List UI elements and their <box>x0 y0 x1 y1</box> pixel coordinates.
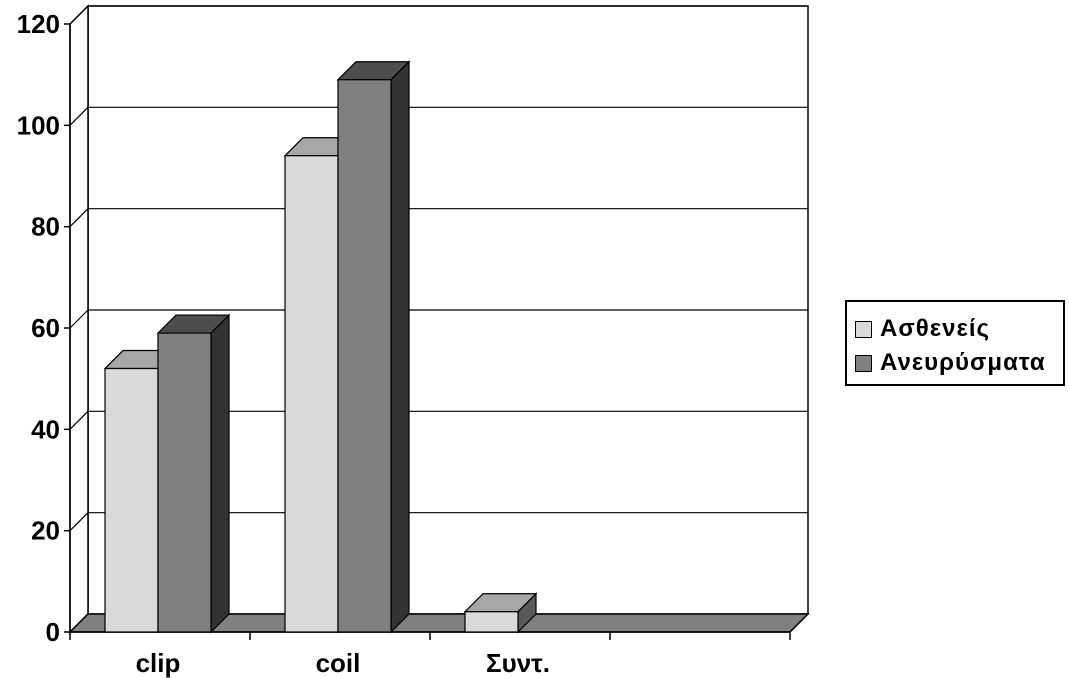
gridline-side <box>69 208 89 228</box>
bar <box>337 79 392 633</box>
gridline-side <box>69 512 89 532</box>
bar-side <box>210 313 230 634</box>
legend: Ασθενείς Ανευρύσματα <box>845 300 1065 386</box>
y-tick-label: 80 <box>31 212 60 242</box>
y-tick-label: 100 <box>17 110 60 140</box>
legend-swatch-series-2 <box>855 354 872 372</box>
legend-label-series-2: Ανευρύσματα <box>880 349 1046 376</box>
gridline-side <box>69 309 89 329</box>
bar <box>464 611 519 633</box>
x-category-label: clip <box>136 648 181 678</box>
y-tick-label: 20 <box>31 516 60 546</box>
bar <box>157 332 212 633</box>
bar-side <box>390 60 410 634</box>
legend-item-series-1: Ασθενείς <box>855 312 990 346</box>
gridline-side <box>69 410 89 430</box>
x-category-label: Συντ. <box>486 648 550 678</box>
bar <box>284 155 339 633</box>
legend-item-series-2: Ανευρύσματα <box>855 346 1046 380</box>
x-category-label: coil <box>316 648 361 678</box>
y-tick-label: 120 <box>17 9 60 39</box>
gridline-side <box>69 106 89 126</box>
y-tick-label: 60 <box>31 313 60 343</box>
gridline-side <box>69 5 89 25</box>
legend-label-series-1: Ασθενείς <box>880 315 990 342</box>
y-tick-label: 0 <box>46 617 60 647</box>
bar <box>104 367 159 633</box>
legend-swatch-series-1 <box>855 320 872 338</box>
y-tick-label: 40 <box>31 414 60 444</box>
